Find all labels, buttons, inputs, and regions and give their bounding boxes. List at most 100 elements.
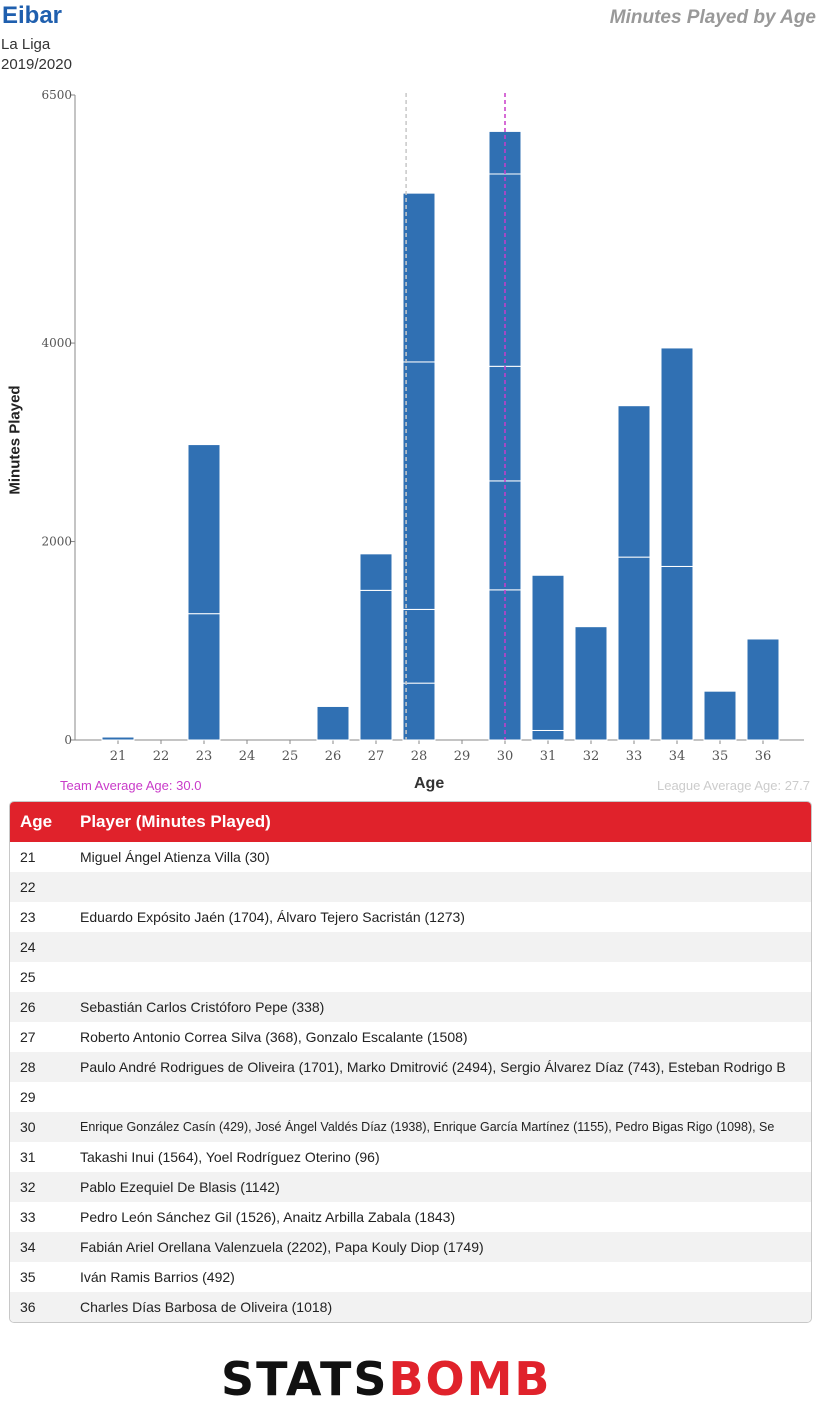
table-row: 33 Pedro León Sánchez Gil (1526), Anaitz … (10, 1202, 811, 1232)
season-label: 2019/2020 (1, 56, 72, 73)
table-row: 26 Sebastián Carlos Cristóforo Pepe (338) (10, 992, 811, 1022)
x-tick-label: 31 (540, 749, 557, 764)
row-age: 29 (20, 1089, 36, 1105)
table-row: 35 Iván Ramis Barrios (492) (10, 1262, 811, 1292)
team-average-age-label: Team Average Age: 30.0 (60, 778, 202, 793)
team-name: Eibar (2, 2, 63, 29)
bar-segment (746, 638, 780, 741)
table-row: 32 Pablo Ezequiel De Blasis (1142) (10, 1172, 811, 1202)
x-tick-label: 29 (454, 749, 471, 764)
y-axis-title-wrap: Minutes Played (2, 340, 28, 540)
row-age: 36 (20, 1299, 36, 1315)
x-tick-label: 26 (325, 749, 342, 764)
row-players: Takashi Inui (1564), Yoel Rodríguez Oter… (80, 1149, 380, 1165)
table-row: 36 Charles Días Barbosa de Oliveira (1018… (10, 1292, 811, 1322)
table-row: 34 Fabián Ariel Orellana Valenzuela (2202… (10, 1232, 811, 1262)
x-tick-label: 32 (583, 749, 600, 764)
row-age: 33 (20, 1209, 36, 1225)
y-axis-title: Minutes Played (6, 385, 24, 495)
table-row: 22 (10, 872, 811, 902)
table-row: 24 (10, 932, 811, 962)
header-age: Age (20, 812, 53, 831)
x-tick-label: 34 (669, 749, 686, 764)
table-row: 23 Eduardo Expósito Jaén (1704), Álvaro T… (10, 902, 811, 932)
row-age: 21 (20, 849, 36, 865)
table-body: 21 Miguel Ángel Atienza Villa (30) 22 23 Edu… (10, 842, 811, 1322)
row-age: 31 (20, 1149, 36, 1165)
x-axis-title: Age (414, 775, 445, 792)
row-age: 34 (20, 1239, 36, 1255)
x-tick-label: 25 (282, 749, 299, 764)
row-players: Charles Días Barbosa de Oliveira (1018) (80, 1299, 333, 1315)
statsbomb-logo: STATSBOMB (221, 1354, 552, 1404)
logo-bomb: BOMB (388, 1352, 552, 1406)
logo-stats: STATS (221, 1352, 389, 1406)
x-tick-label: 24 (239, 749, 256, 764)
row-age: 23 (20, 909, 36, 925)
table-row: 28 Paulo André Rodrigues de Oliveira (170… (10, 1052, 811, 1082)
table-header: Age Player (Minutes Played) (10, 802, 811, 842)
row-players: Pablo Ezequiel De Blasis (1142) (80, 1179, 280, 1195)
players-table: Age Player (Minutes Played) 21 Miguel Áng… (9, 801, 812, 1323)
table-row: 27 Roberto Antonio Correa Silva (368), Go… (10, 1022, 811, 1052)
x-tick-label: 35 (712, 749, 729, 764)
chart-title: Minutes Played by Age (609, 7, 816, 28)
x-tick-label: 30 (497, 749, 514, 764)
y-tick-label: 0 (64, 733, 72, 747)
row-players: Pedro León Sánchez Gil (1526), Anaitz Ar… (80, 1209, 456, 1225)
minutes-by-age-chart: 0 2000 4000 6500 21 22 23 24 25 26 27 28 29 30 31 32 33 3… (41, 88, 804, 764)
bar-segment (187, 444, 221, 615)
bar-segment (531, 574, 565, 731)
row-players: Iván Ramis Barrios (492) (80, 1269, 235, 1285)
row-age: 27 (20, 1029, 36, 1045)
y-tick-label: 6500 (41, 88, 72, 102)
row-players: Paulo André Rodrigues de Oliveira (1701)… (80, 1059, 786, 1075)
row-players: Fabián Ariel Orellana Valenzuela (2202),… (80, 1239, 484, 1255)
bar-segment (402, 608, 436, 684)
x-tick-label: 27 (368, 749, 385, 764)
row-age: 26 (20, 999, 36, 1015)
row-age: 25 (20, 969, 36, 985)
x-tick-label: 36 (755, 749, 772, 764)
y-tick-label: 2000 (41, 535, 72, 549)
row-players: Miguel Ángel Atienza Villa (30) (80, 849, 270, 865)
bar-segment (359, 553, 393, 591)
row-age: 22 (20, 879, 36, 895)
table-row: 21 Miguel Ángel Atienza Villa (30) (10, 842, 811, 872)
bar-segment (101, 736, 135, 741)
bar-segment (402, 682, 436, 741)
x-tick-label: 22 (153, 749, 170, 764)
bar-segment (617, 405, 651, 558)
bar-segment (402, 361, 436, 610)
x-tick-label: 28 (411, 749, 428, 764)
row-players: Enrique González Casín (429), José Ángel… (80, 1120, 775, 1134)
bar-segment (703, 690, 737, 741)
league-name: La Liga (1, 36, 51, 53)
row-players: Sebastián Carlos Cristóforo Pepe (338) (80, 999, 325, 1015)
x-tick-label: 23 (196, 749, 213, 764)
row-players: Eduardo Expósito Jaén (1704), Álvaro Tej… (80, 909, 465, 925)
bar-segment (359, 589, 393, 741)
bar-segment (316, 705, 350, 741)
bar-segment (660, 565, 694, 741)
x-tick-label: 33 (626, 749, 643, 764)
x-tick-label: 21 (110, 749, 127, 764)
y-tick-label: 4000 (41, 336, 72, 350)
bar-segment (574, 626, 608, 741)
bar-segment (531, 729, 565, 741)
row-age: 30 (20, 1119, 36, 1135)
table-row: 29 (10, 1082, 811, 1112)
table-row: 31 Takashi Inui (1564), Yoel Rodríguez Ot… (10, 1142, 811, 1172)
table-row: 25 (10, 962, 811, 992)
bar-segment (660, 347, 694, 567)
row-age: 35 (20, 1269, 36, 1285)
bar-segment (187, 613, 221, 741)
table-row: 30 Enrique González Casín (429), José Áng… (10, 1112, 811, 1142)
row-age: 24 (20, 939, 36, 955)
header-player: Player (Minutes Played) (80, 812, 271, 831)
row-age: 28 (20, 1059, 36, 1075)
bar-segment (617, 556, 651, 741)
league-average-age-label: League Average Age: 27.7 (656, 778, 810, 793)
bar-segment (402, 192, 436, 363)
row-players: Roberto Antonio Correa Silva (368), Gonz… (80, 1029, 468, 1045)
